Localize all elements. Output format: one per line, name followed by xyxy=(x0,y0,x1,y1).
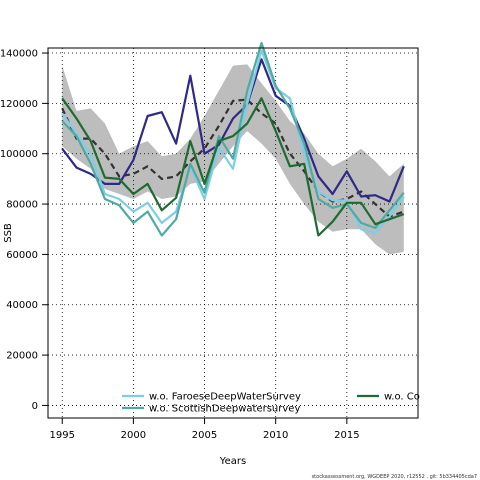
x-tick-label: 2010 xyxy=(263,430,288,441)
y-tick-label: 40000 xyxy=(6,300,38,311)
series-layer xyxy=(61,41,405,237)
confidence-band-layer xyxy=(62,64,404,255)
y-tick-label: 140000 xyxy=(0,49,38,60)
legend-label: w.o. FaroeseDeepWaterSurvey xyxy=(149,392,301,403)
y-tick-label: 120000 xyxy=(0,99,38,110)
x-tick-label: 1995 xyxy=(50,430,75,441)
x-tick-label: 2015 xyxy=(334,430,359,441)
y-tick-label: 20000 xyxy=(6,351,38,362)
x-tick-label: 2005 xyxy=(192,430,217,441)
y-tick-label: 0 xyxy=(32,401,38,412)
legend-label: w.o. ScottishDeepwatersurvey xyxy=(149,404,300,415)
y-tick-label: 80000 xyxy=(6,200,38,211)
x-axis-label: Years xyxy=(219,456,246,467)
legend-label: w.o. Co xyxy=(384,392,420,403)
plot-frame xyxy=(47,47,419,419)
y-axis-label: SSB xyxy=(3,223,14,243)
y-tick-label: 60000 xyxy=(6,250,38,261)
confidence-band xyxy=(62,64,404,255)
y-tick-label: 100000 xyxy=(0,149,38,160)
x-tick-label: 2000 xyxy=(121,430,146,441)
tick-layer: 1995 2000 2005 2010 2015 0 20000 40000 60000 8000… xyxy=(0,49,360,441)
footer-note: stockassessment.org, WGDEEP 2020, r12552… xyxy=(312,474,477,480)
